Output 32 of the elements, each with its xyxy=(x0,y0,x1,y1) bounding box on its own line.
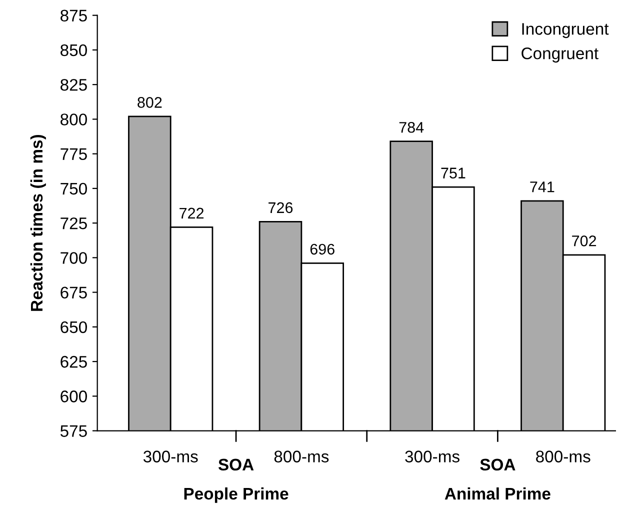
data-label: 702 xyxy=(572,236,596,246)
text: People Prime xyxy=(184,487,288,503)
y-tick-label: 725 xyxy=(60,217,87,230)
x-tick-label: 300-ms xyxy=(143,450,198,462)
y-tick-label: 850 xyxy=(60,44,87,56)
y-tick-label: 750 xyxy=(60,182,87,195)
y-tick-label: 650 xyxy=(60,321,87,334)
data-label: 696 xyxy=(310,244,334,255)
y-axis-title: Reaction times (in ms) xyxy=(30,134,46,311)
y-tick-label: 600 xyxy=(60,390,87,402)
data-label: 726 xyxy=(268,202,293,214)
y-tick-label: 825 xyxy=(60,78,87,91)
y-tick-label: 700 xyxy=(60,252,87,264)
text: Animal Prime xyxy=(444,487,550,500)
y-tick-label: 875 xyxy=(60,10,87,22)
data-label: 722 xyxy=(180,208,204,218)
y-tick-label: 675 xyxy=(60,286,87,298)
text: SOA xyxy=(480,458,516,471)
y-tick-label: 575 xyxy=(60,425,87,437)
y-tick-label: 625 xyxy=(60,356,87,368)
y-tick-label: 775 xyxy=(60,148,87,160)
data-label: 802 xyxy=(138,97,162,108)
data-label: 751 xyxy=(441,168,466,178)
legend-label: Incongruent xyxy=(522,23,609,38)
x-tick-label: 300-ms xyxy=(405,450,460,462)
x-tick-label: 800-ms xyxy=(274,450,329,462)
text: SOA xyxy=(218,458,254,471)
y-tick-label: 800 xyxy=(60,114,87,126)
data-label: 741 xyxy=(530,182,554,192)
x-tick-label: 800-ms xyxy=(536,450,590,462)
legend-label: Congruent xyxy=(522,47,598,63)
data-label: 784 xyxy=(399,122,424,133)
